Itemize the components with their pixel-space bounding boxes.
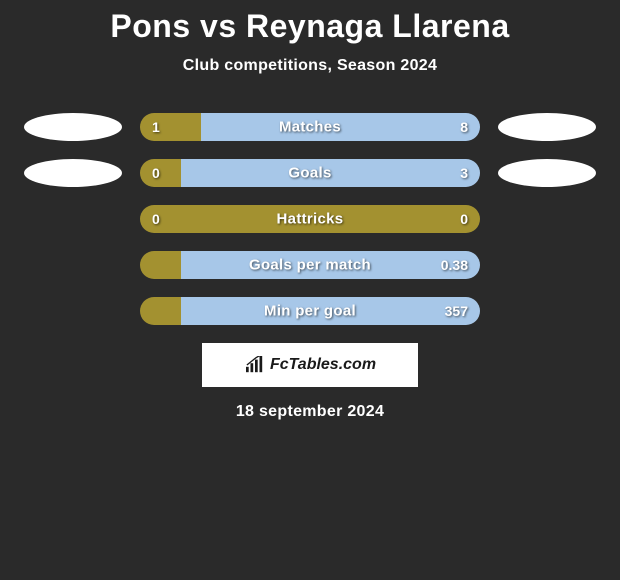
ellipse-placeholder <box>498 297 596 325</box>
comparison-container: Pons vs Reynaga Llarena Club competition… <box>0 0 620 421</box>
ellipse-placeholder <box>498 205 596 233</box>
bar-left-fill <box>140 159 181 187</box>
player-left-marker <box>24 159 122 187</box>
chart-icon <box>244 356 266 374</box>
stat-right-value: 8 <box>460 119 468 135</box>
stat-right-value: 0 <box>460 211 468 227</box>
player-left-marker <box>24 113 122 141</box>
stat-row: 0 Goals 3 <box>0 159 620 187</box>
stat-right-value: 357 <box>445 303 468 319</box>
stat-rows: 1 Matches 8 0 Goals 3 0 Hattri <box>0 113 620 325</box>
player-right-marker <box>498 159 596 187</box>
bar-left-fill <box>140 297 181 325</box>
subtitle: Club competitions, Season 2024 <box>0 57 620 75</box>
stat-right-value: 0.38 <box>441 257 468 273</box>
bar-left-fill <box>140 113 201 141</box>
stat-row: 0 Hattricks 0 <box>0 205 620 233</box>
ellipse-placeholder <box>24 297 122 325</box>
stat-row: 1 Matches 8 <box>0 113 620 141</box>
stat-bar-hattricks: 0 Hattricks 0 <box>140 205 480 233</box>
page-title: Pons vs Reynaga Llarena <box>0 8 620 45</box>
stat-left-value: 0 <box>152 165 160 181</box>
ellipse-placeholder <box>498 251 596 279</box>
credit-text: FcTables.com <box>270 356 376 374</box>
stat-label: Goals per match <box>249 257 371 274</box>
stat-bar-goals-per-match: Goals per match 0.38 <box>140 251 480 279</box>
player-right-marker <box>498 113 596 141</box>
stat-bar-goals: 0 Goals 3 <box>140 159 480 187</box>
stat-label: Matches <box>279 119 341 136</box>
stat-bar-matches: 1 Matches 8 <box>140 113 480 141</box>
stat-label: Min per goal <box>264 303 356 320</box>
stat-row: Min per goal 357 <box>0 297 620 325</box>
stat-left-value: 0 <box>152 211 160 227</box>
ellipse-placeholder <box>24 205 122 233</box>
bar-left-fill <box>140 251 181 279</box>
stat-right-value: 3 <box>460 165 468 181</box>
stat-left-value: 1 <box>152 119 160 135</box>
stat-row: Goals per match 0.38 <box>0 251 620 279</box>
stat-bar-min-per-goal: Min per goal 357 <box>140 297 480 325</box>
ellipse-placeholder <box>24 251 122 279</box>
stat-label: Goals <box>288 165 331 182</box>
credit-badge: FcTables.com <box>202 343 418 387</box>
stat-label: Hattricks <box>277 211 344 228</box>
date-text: 18 september 2024 <box>0 403 620 421</box>
